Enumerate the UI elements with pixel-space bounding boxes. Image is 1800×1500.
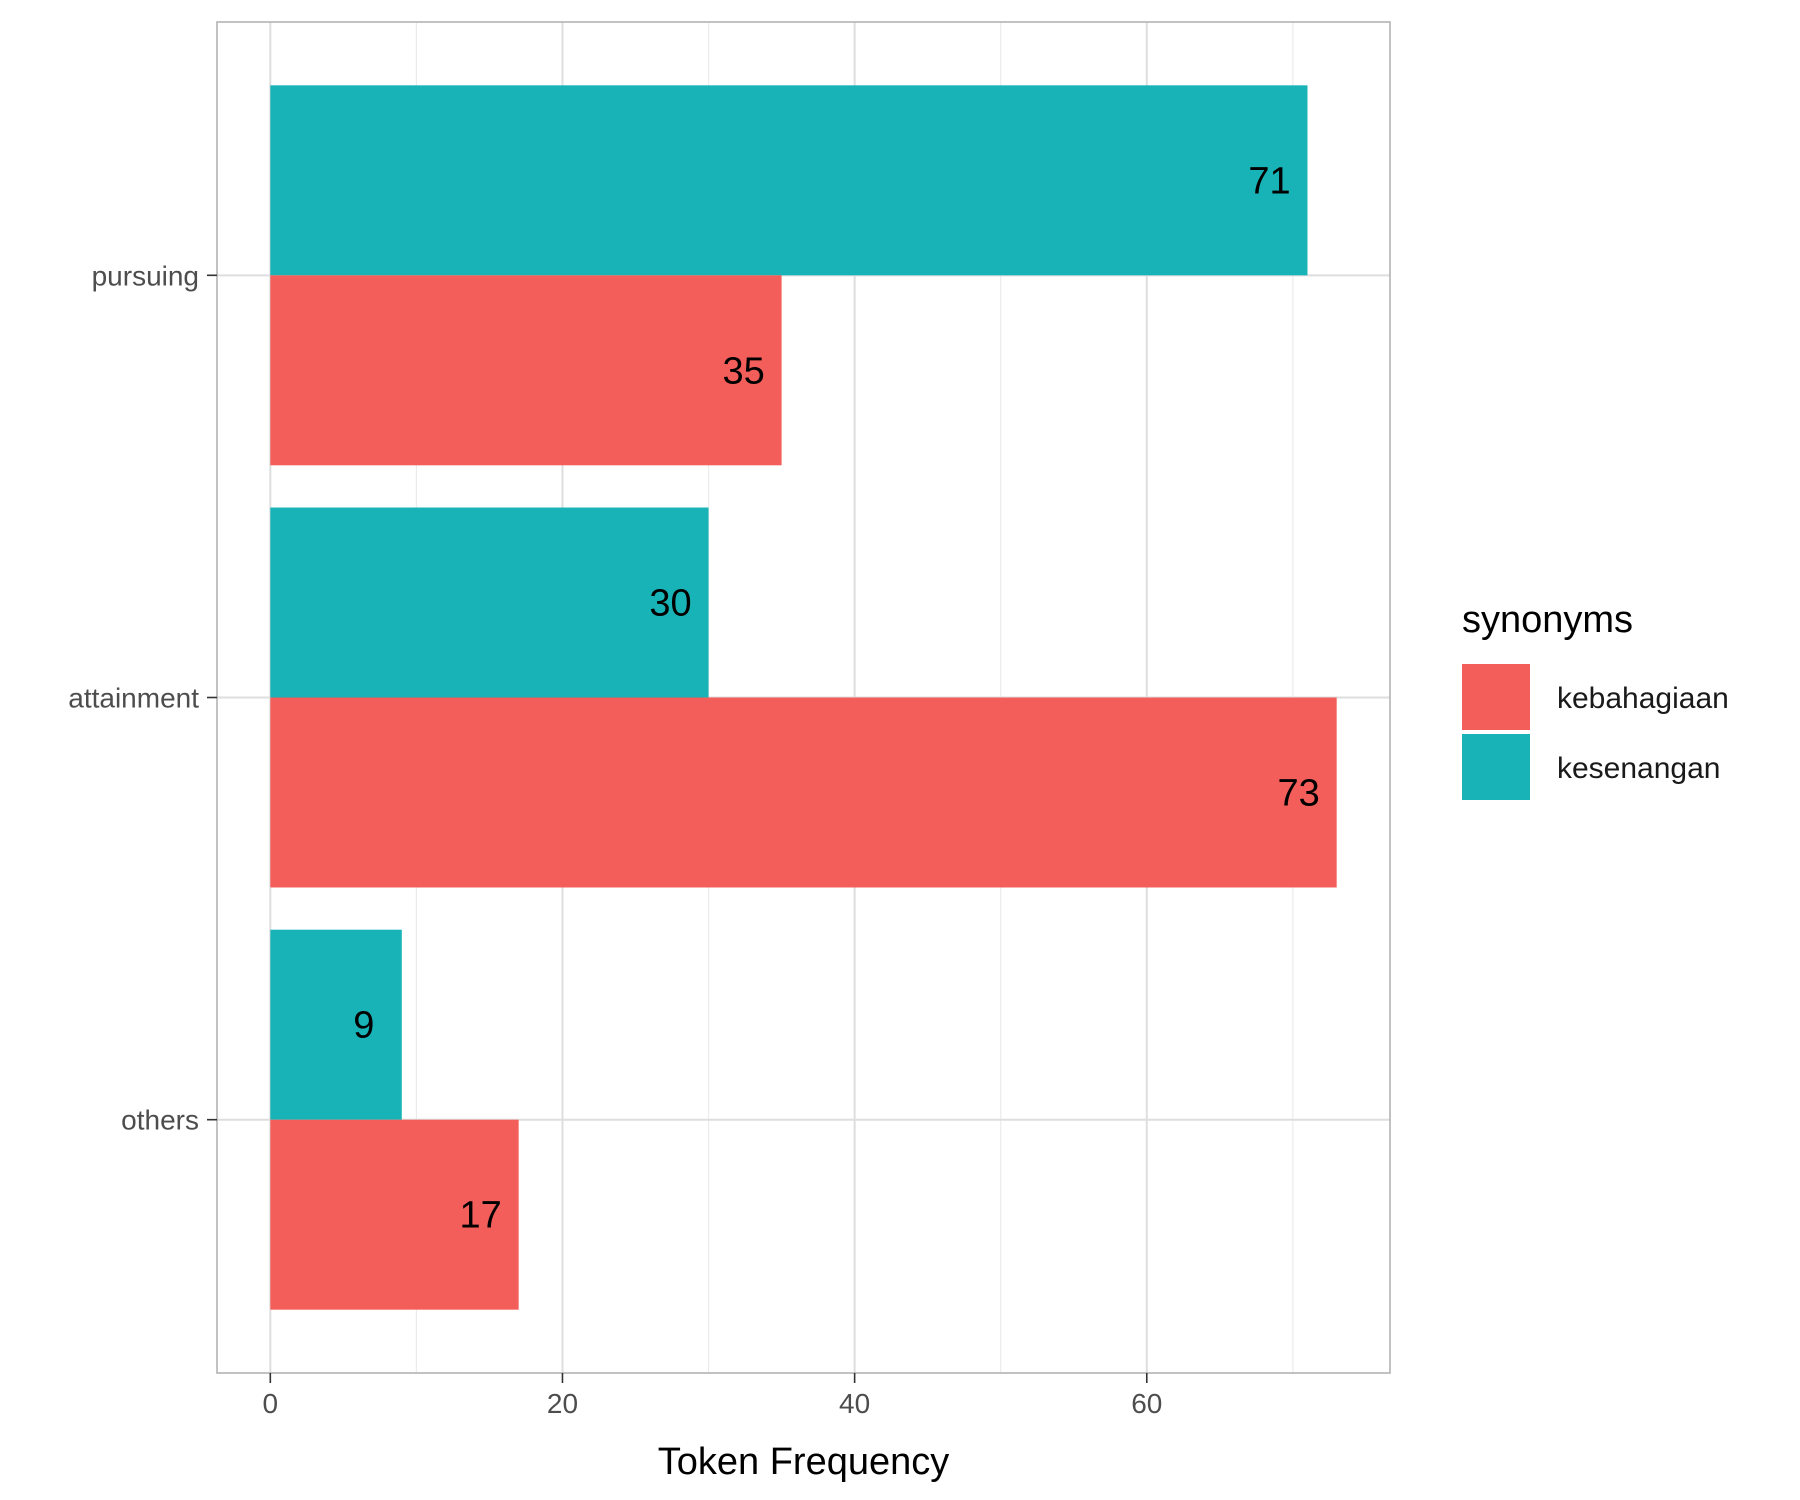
y-tick-label-attainment: attainment [68,683,199,714]
legend-swatch-kesenangan [1462,734,1530,800]
legend: synonyms kebahagiaan kesenangan [1462,599,1729,800]
legend-items: kebahagiaan kesenangan [1462,664,1729,800]
x-tick-label: 60 [1131,1388,1162,1419]
data-label-kebahagiaan-others: 17 [460,1195,502,1237]
x-axis-title: Token Frequency [658,1441,950,1483]
y-tick-label-others: others [121,1105,199,1136]
legend-label-kebahagiaan: kebahagiaan [1557,682,1729,715]
y-axis: pursuing attainment others [68,260,217,1136]
legend-swatch-kebahagiaan [1462,664,1530,730]
data-label-kebahagiaan-attainment: 73 [1278,772,1320,814]
data-labels: 71 35 30 73 9 17 [353,160,1320,1236]
x-tick-label: 0 [263,1388,279,1419]
legend-title: synonyms [1462,599,1633,641]
x-tick-label: 40 [839,1388,870,1419]
bar-kebahagiaan-pursuing [270,275,782,466]
bar-kesenangan-others [270,929,402,1120]
bar-kesenangan-attainment [270,507,709,698]
x-axis: 0 20 40 60 [263,1373,1162,1419]
data-label-kesenangan-attainment: 30 [649,583,691,625]
data-label-kesenangan-pursuing: 71 [1248,160,1290,202]
data-label-kesenangan-others: 9 [353,1005,374,1047]
bar-kebahagiaan-attainment [270,697,1337,888]
data-label-kebahagiaan-pursuing: 35 [722,350,764,392]
x-tick-label: 20 [547,1388,578,1419]
bar-kesenangan-pursuing [270,85,1308,276]
legend-label-kesenangan: kesenangan [1557,752,1720,785]
bar-kebahagiaan-others [270,1119,519,1310]
y-tick-label-pursuing: pursuing [92,260,199,291]
bars [270,85,1337,1310]
